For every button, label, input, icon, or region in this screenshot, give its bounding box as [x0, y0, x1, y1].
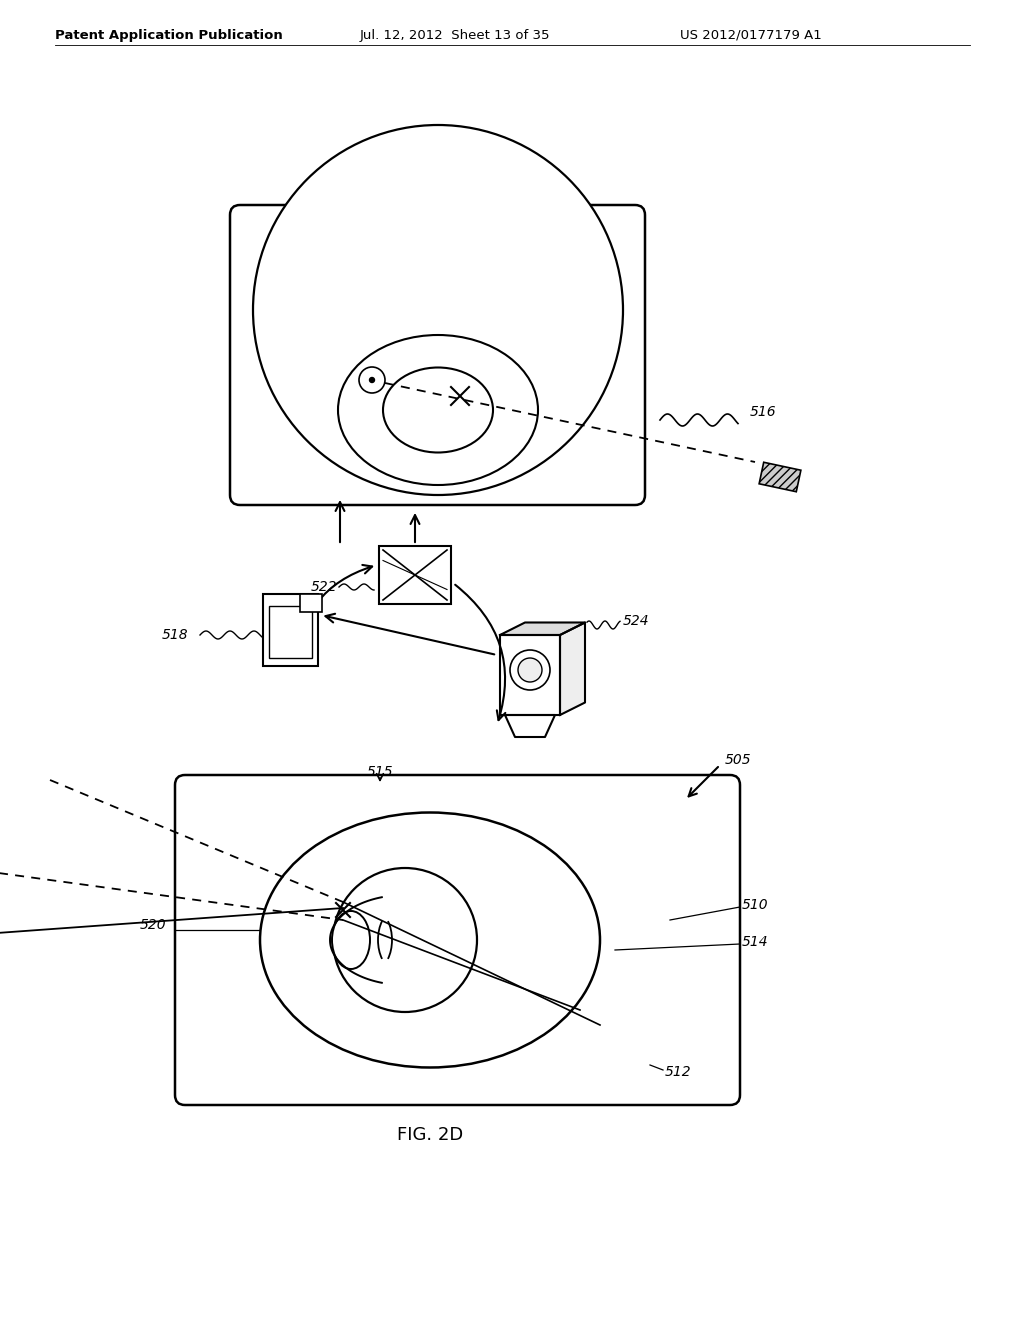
- Polygon shape: [560, 623, 585, 715]
- Bar: [262, 594, 317, 667]
- Text: 518: 518: [162, 628, 188, 642]
- Text: Jul. 12, 2012  Sheet 13 of 35: Jul. 12, 2012 Sheet 13 of 35: [360, 29, 551, 41]
- Ellipse shape: [260, 813, 600, 1068]
- Circle shape: [510, 649, 550, 690]
- Text: FIG. 2D: FIG. 2D: [397, 1126, 463, 1144]
- Circle shape: [518, 657, 542, 682]
- Polygon shape: [505, 715, 555, 737]
- Text: 524: 524: [623, 614, 649, 628]
- Circle shape: [253, 125, 623, 495]
- Text: US 2012/0177179 A1: US 2012/0177179 A1: [680, 29, 821, 41]
- FancyBboxPatch shape: [175, 775, 740, 1105]
- Polygon shape: [500, 623, 585, 635]
- Circle shape: [370, 378, 375, 383]
- FancyBboxPatch shape: [230, 205, 645, 506]
- Text: Patent Application Publication: Patent Application Publication: [55, 29, 283, 41]
- Ellipse shape: [338, 335, 538, 484]
- Circle shape: [333, 869, 477, 1012]
- Text: 520: 520: [140, 917, 167, 932]
- Bar: [759, 462, 801, 492]
- Bar: [268, 606, 311, 657]
- Text: 512: 512: [665, 1065, 691, 1078]
- Bar: [299, 594, 322, 612]
- Text: 510: 510: [742, 898, 769, 912]
- Text: 515: 515: [367, 766, 393, 779]
- Text: 505: 505: [725, 752, 752, 767]
- Circle shape: [359, 367, 385, 393]
- Bar: [759, 462, 801, 492]
- Ellipse shape: [332, 911, 370, 969]
- Text: 514: 514: [742, 935, 769, 949]
- Ellipse shape: [383, 367, 493, 453]
- Text: 522: 522: [310, 579, 337, 594]
- Bar: [379, 546, 451, 605]
- Text: 516: 516: [750, 405, 776, 418]
